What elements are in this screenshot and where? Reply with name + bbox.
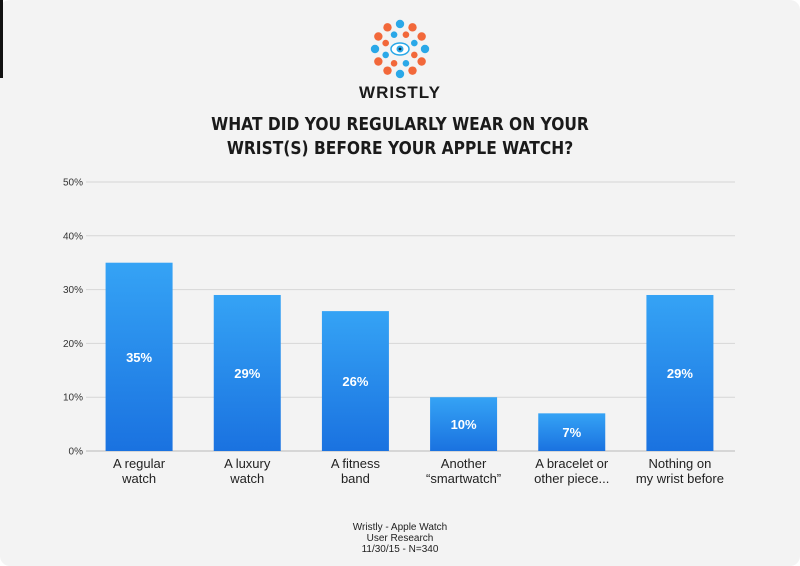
logo-dot	[411, 51, 418, 59]
logo-dot	[390, 31, 398, 38]
category-label: watch	[229, 471, 264, 486]
y-tick-label: 40%	[63, 231, 83, 242]
logo-dot	[417, 32, 426, 41]
logo-dot	[370, 44, 380, 54]
logo-dot	[390, 60, 398, 67]
category-label: A bracelet or	[535, 456, 609, 471]
data-label: 7%	[562, 425, 581, 440]
category-label: Another	[441, 456, 487, 471]
bar	[538, 413, 606, 451]
brand-name: WRISTLY	[359, 83, 441, 102]
bar	[321, 311, 389, 451]
y-tick-label: 20%	[63, 339, 83, 350]
bar	[105, 262, 173, 451]
logo-dot	[395, 19, 405, 29]
footer-line-date-sample: 11/30/15 - N=340	[361, 544, 439, 555]
y-tick-label: 50%	[63, 178, 83, 189]
corner-mark	[0, 0, 3, 78]
data-label: 10%	[451, 417, 477, 432]
data-label: 29%	[667, 366, 693, 381]
bar	[213, 294, 281, 451]
logo-dot	[398, 47, 402, 51]
logo-dot	[420, 44, 430, 54]
category-label: “smartwatch”	[426, 471, 501, 486]
data-label: 26%	[342, 374, 368, 389]
y-tick-label: 0%	[69, 447, 84, 458]
wristly-logo-icon	[370, 19, 430, 79]
category-label: A fitness	[331, 456, 381, 471]
y-tick-label: 10%	[63, 393, 83, 404]
footer-line-source: Wristly - Apple Watch	[352, 522, 448, 533]
logo-dot	[374, 57, 383, 66]
logo-dot	[382, 51, 389, 59]
category-label: my wrist before	[636, 471, 724, 486]
bar	[646, 294, 714, 451]
logo-dot	[383, 23, 392, 32]
category-label: other piece...	[534, 471, 609, 486]
footer-line-study: User Research	[366, 533, 434, 544]
logo-dot	[408, 23, 417, 32]
logo-dot	[383, 66, 392, 75]
logo-dot	[402, 60, 410, 67]
logo-dot	[411, 39, 418, 47]
category-label: band	[341, 471, 370, 486]
category-label: A regular	[113, 456, 166, 471]
logo-dot	[374, 32, 383, 41]
logo-dot	[417, 57, 426, 66]
category-label: A luxury	[224, 456, 271, 471]
logo-dot	[402, 31, 410, 38]
y-tick-label: 30%	[63, 285, 83, 296]
chart-title: WHAT DID YOU REGULARLY WEAR ON YOUR WRIS…	[211, 114, 589, 159]
category-label: Nothing on	[648, 456, 711, 471]
data-label: 35%	[126, 350, 152, 365]
logo-dot	[382, 39, 389, 47]
bar	[430, 397, 498, 451]
data-label: 29%	[234, 366, 260, 381]
footer: Wristly - Apple Watch User Research 11/3…	[0, 522, 800, 555]
logo-dot	[395, 69, 405, 79]
category-label: watch	[121, 471, 156, 486]
bar-chart: 0%10%20%30%40%50% 35%A regularwatch29%A …	[63, 178, 735, 486]
logo-dot	[408, 66, 417, 75]
